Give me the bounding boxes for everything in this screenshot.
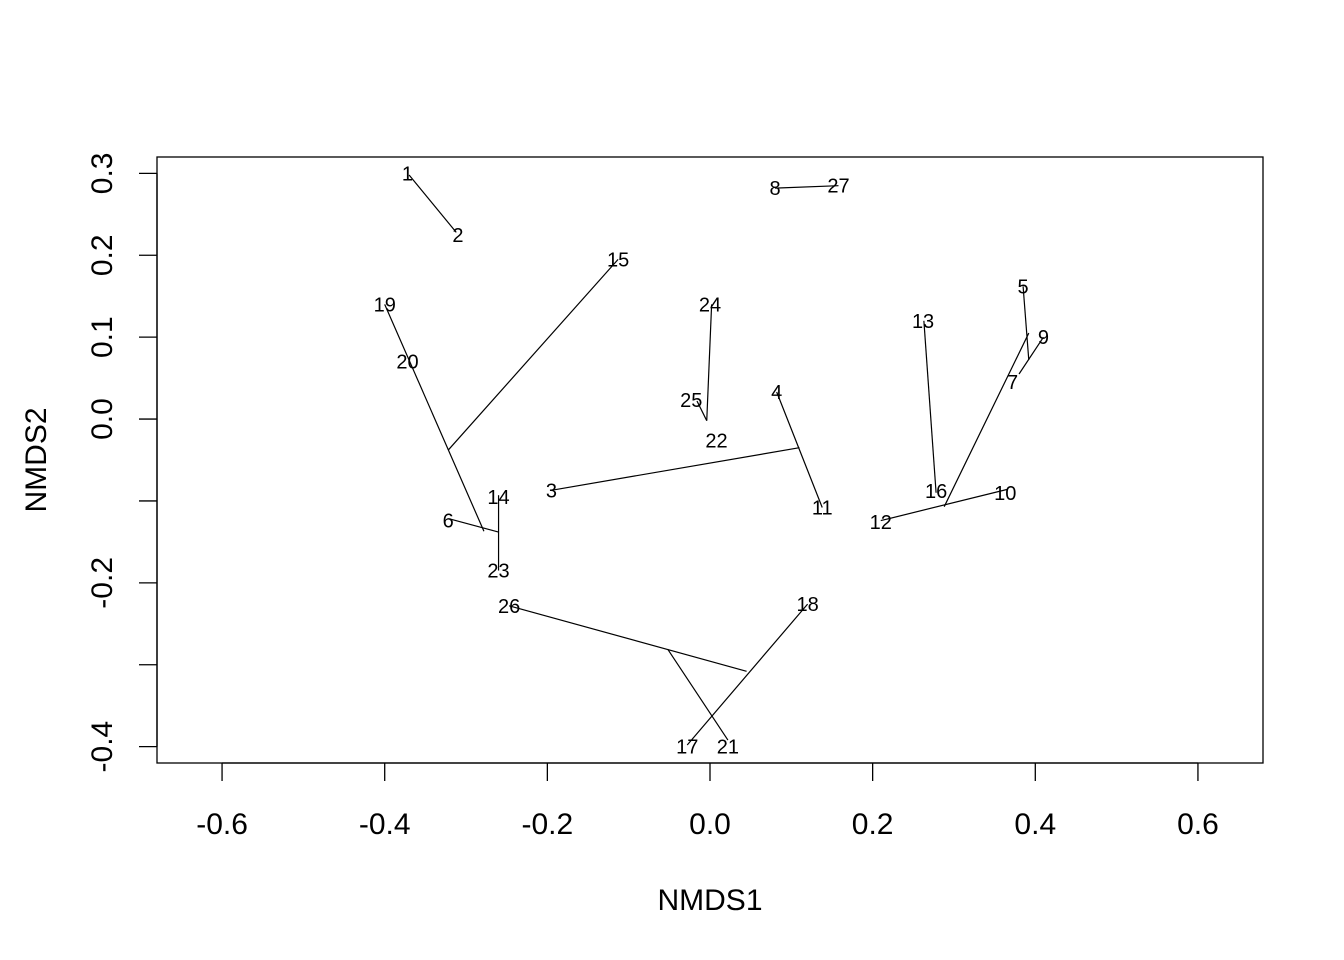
link-segment xyxy=(408,174,457,233)
link-segment xyxy=(447,258,619,451)
x-tick-label: 0.6 xyxy=(1177,808,1219,841)
x-axis: -0.6 -0.4 -0.2 0.0 0.2 0.4 0.6 xyxy=(196,762,1219,841)
y-tick-label: -0.2 xyxy=(86,557,119,609)
point-label: 1 xyxy=(402,163,413,185)
point-label: 10 xyxy=(994,483,1016,505)
link-segment xyxy=(696,400,708,421)
point-label: 13 xyxy=(912,311,934,333)
point-label: 17 xyxy=(676,737,698,759)
link-segment xyxy=(1018,336,1044,375)
link-segment xyxy=(384,304,485,532)
point-label: 2 xyxy=(452,225,463,247)
point-label: 9 xyxy=(1038,327,1049,349)
link-segment xyxy=(686,603,809,746)
point-label: 22 xyxy=(705,430,727,452)
point-label: 21 xyxy=(717,737,739,759)
link-segment xyxy=(880,488,1007,522)
point-label: 16 xyxy=(925,481,947,503)
link-segment xyxy=(776,391,823,508)
y-tick-label: 0.2 xyxy=(86,234,119,276)
point-label: 4 xyxy=(771,382,782,404)
point-label: 19 xyxy=(374,294,396,316)
x-tick-label: 0.0 xyxy=(689,808,731,841)
point-label: 5 xyxy=(1018,276,1029,298)
point-label: 15 xyxy=(607,249,629,271)
point-label: 8 xyxy=(769,178,780,200)
point-label: 12 xyxy=(870,512,892,534)
y-axis-title: NMDS2 xyxy=(20,407,53,512)
link-segment xyxy=(1022,286,1030,361)
link-segment xyxy=(775,185,839,189)
point-label: 3 xyxy=(546,480,557,502)
x-tick-label: -0.6 xyxy=(196,808,248,841)
x-axis-title: NMDS1 xyxy=(657,884,762,917)
y-tick-label: 0.0 xyxy=(86,398,119,440)
link-segment xyxy=(706,304,713,421)
x-tick-label: 0.4 xyxy=(1014,808,1056,841)
point-label: 18 xyxy=(796,594,818,616)
y-tick-label: -0.4 xyxy=(86,721,119,773)
point-label: 14 xyxy=(487,487,509,509)
link-segment xyxy=(449,518,499,533)
link-segment xyxy=(508,605,747,672)
point-label: 26 xyxy=(498,596,520,618)
link-segment xyxy=(943,332,1030,507)
link-segment xyxy=(667,648,729,741)
x-tick-label: -0.4 xyxy=(359,808,411,841)
point-label-layer: 1234567891011121314151617181920212223242… xyxy=(374,163,1049,758)
y-tick-label: 0.3 xyxy=(86,153,119,195)
link-segment xyxy=(923,320,937,493)
point-label: 27 xyxy=(827,176,849,198)
x-tick-label: -0.2 xyxy=(522,808,574,841)
point-label: 20 xyxy=(396,352,418,374)
point-label: 6 xyxy=(443,511,454,533)
y-axis: -0.4 -0.2 0.0 0.1 0.2 0.3 xyxy=(86,153,158,773)
point-label: 25 xyxy=(680,390,702,412)
point-label: 23 xyxy=(487,561,509,583)
segment-layer xyxy=(384,174,1044,746)
point-label: 7 xyxy=(1007,372,1018,394)
link-segment xyxy=(551,447,800,491)
y-tick-label: 0.1 xyxy=(86,316,119,358)
point-label: 11 xyxy=(812,497,833,519)
x-tick-label: 0.2 xyxy=(852,808,894,841)
plot-frame xyxy=(156,156,1264,764)
point-label: 24 xyxy=(699,294,721,316)
